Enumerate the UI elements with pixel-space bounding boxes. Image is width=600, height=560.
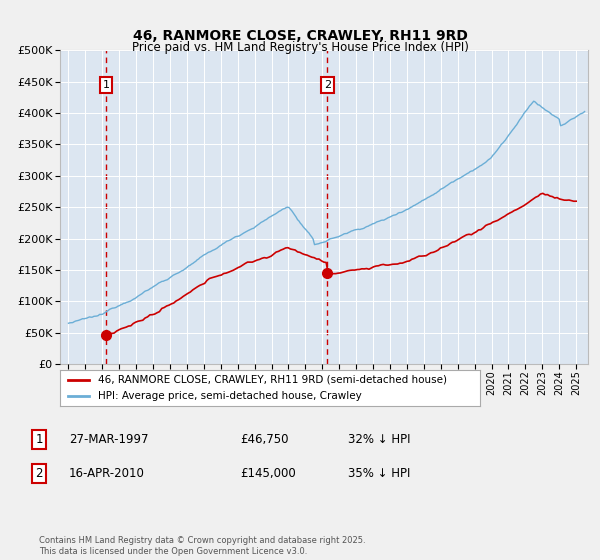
- Text: 1: 1: [35, 433, 43, 446]
- Point: [65, 376, 72, 383]
- Text: Contains HM Land Registry data © Crown copyright and database right 2025.
This d: Contains HM Land Registry data © Crown c…: [39, 536, 365, 556]
- Text: £145,000: £145,000: [240, 466, 296, 480]
- Point: [86, 393, 93, 399]
- Text: £46,750: £46,750: [240, 433, 289, 446]
- Text: 32% ↓ HPI: 32% ↓ HPI: [348, 433, 410, 446]
- Text: 46, RANMORE CLOSE, CRAWLEY, RH11 9RD: 46, RANMORE CLOSE, CRAWLEY, RH11 9RD: [133, 29, 467, 44]
- Text: 35% ↓ HPI: 35% ↓ HPI: [348, 466, 410, 480]
- Point: [86, 376, 93, 383]
- Text: 2: 2: [35, 466, 43, 480]
- Point: [65, 393, 72, 399]
- Text: 16-APR-2010: 16-APR-2010: [69, 466, 145, 480]
- Text: HPI: Average price, semi-detached house, Crawley: HPI: Average price, semi-detached house,…: [98, 391, 362, 401]
- Text: 1: 1: [103, 80, 110, 90]
- Text: Price paid vs. HM Land Registry's House Price Index (HPI): Price paid vs. HM Land Registry's House …: [131, 41, 469, 54]
- Text: 2: 2: [323, 80, 331, 90]
- Text: 27-MAR-1997: 27-MAR-1997: [69, 433, 149, 446]
- Text: 46, RANMORE CLOSE, CRAWLEY, RH11 9RD (semi-detached house): 46, RANMORE CLOSE, CRAWLEY, RH11 9RD (se…: [98, 375, 447, 385]
